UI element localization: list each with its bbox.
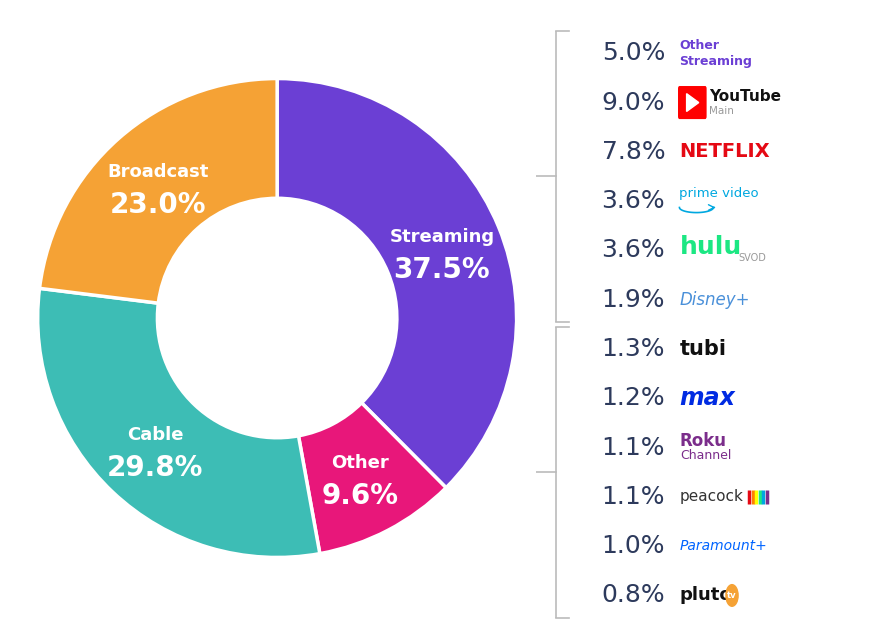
Text: 3.6%: 3.6% <box>602 238 665 263</box>
Circle shape <box>726 584 738 606</box>
Text: 1.3%: 1.3% <box>602 337 665 361</box>
Text: Paramount+: Paramount+ <box>679 539 767 553</box>
Text: YouTube: YouTube <box>709 88 780 104</box>
Text: hulu: hulu <box>679 235 742 259</box>
Text: 29.8%: 29.8% <box>106 454 203 482</box>
Text: tv: tv <box>727 591 737 600</box>
Text: 5.0%: 5.0% <box>602 41 665 66</box>
Text: SVOD: SVOD <box>738 253 766 263</box>
Text: Roku: Roku <box>679 432 727 450</box>
Text: Other: Other <box>332 453 389 472</box>
Text: 9.6%: 9.6% <box>322 482 399 510</box>
Text: 9.0%: 9.0% <box>602 90 665 114</box>
Wedge shape <box>299 403 446 553</box>
Text: Other
Streaming: Other Streaming <box>679 39 753 67</box>
Text: Cable: Cable <box>127 426 183 444</box>
Text: Streaming: Streaming <box>390 228 494 245</box>
Text: 37.5%: 37.5% <box>393 256 490 284</box>
Text: Channel: Channel <box>680 449 731 462</box>
Text: Broadcast: Broadcast <box>107 163 209 181</box>
Text: max: max <box>679 386 735 410</box>
FancyBboxPatch shape <box>678 86 706 119</box>
Text: prime video: prime video <box>679 187 759 200</box>
Text: 3.6%: 3.6% <box>602 189 665 213</box>
Text: peacock: peacock <box>679 489 743 504</box>
Text: 23.0%: 23.0% <box>110 191 207 219</box>
Text: 1.9%: 1.9% <box>602 287 665 312</box>
Wedge shape <box>277 78 517 488</box>
Text: 7.8%: 7.8% <box>602 140 665 164</box>
Text: 1.1%: 1.1% <box>602 436 665 460</box>
Text: pluto: pluto <box>679 586 732 604</box>
Text: 1.1%: 1.1% <box>602 485 665 509</box>
Text: Disney+: Disney+ <box>679 291 750 308</box>
Polygon shape <box>687 93 699 111</box>
Text: NETFLIX: NETFLIX <box>679 142 770 162</box>
Text: Main: Main <box>709 106 734 116</box>
Wedge shape <box>39 78 277 303</box>
Text: tubi: tubi <box>679 339 727 359</box>
Text: 1.0%: 1.0% <box>602 534 665 558</box>
Text: 1.2%: 1.2% <box>602 386 665 410</box>
Wedge shape <box>38 288 320 558</box>
Text: 0.8%: 0.8% <box>602 583 665 607</box>
